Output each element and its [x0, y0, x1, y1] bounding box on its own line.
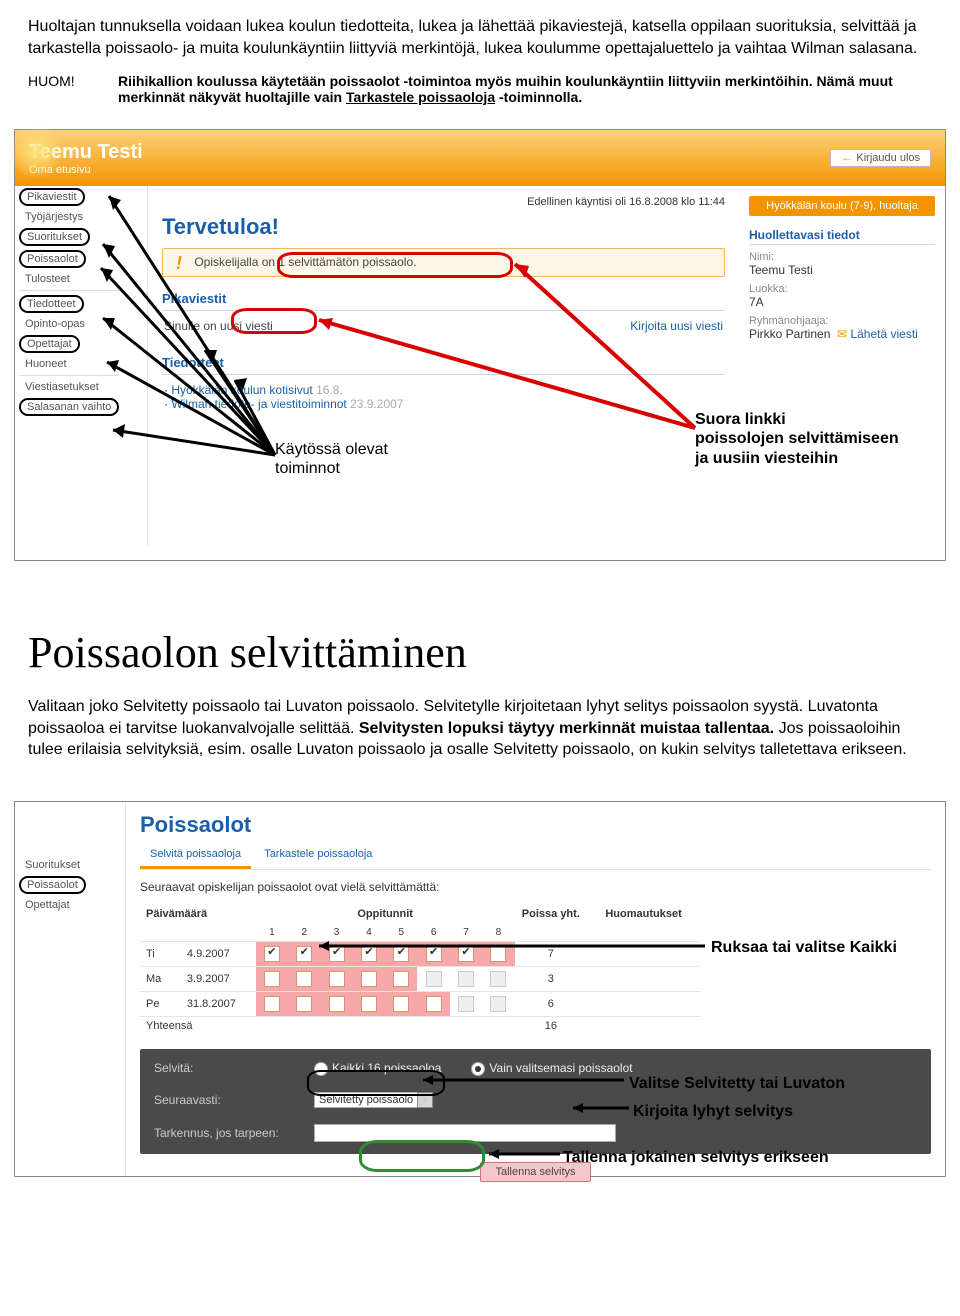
student-name: Teemu Testi — [749, 263, 935, 277]
lesson-checkbox[interactable] — [256, 966, 288, 991]
poissaolo-paragraph: Valitaan joko Selvitetty poissaolo tai L… — [28, 696, 932, 761]
h1-poissaolo: Poissaolon selvittäminen — [28, 627, 932, 678]
screenshot-poissaolot: Poissaolot Selvitä poissaoloja Tarkastel… — [14, 801, 946, 1177]
student-class: 7A — [749, 295, 935, 309]
tab-tarkastele[interactable]: Tarkastele poissaoloja — [254, 842, 382, 866]
lesson-checkbox[interactable] — [256, 991, 288, 1016]
lesson-checkbox — [482, 966, 514, 991]
sidebar-item[interactable]: Poissaolot — [19, 250, 86, 268]
annotation-text: Ruksaa tai valitse Kaikki — [711, 938, 897, 957]
lesson-checkbox[interactable] — [320, 991, 352, 1016]
lesson-checkbox[interactable] — [385, 991, 417, 1016]
lessons-table: Päivämäärä Oppitunnit Poissa yht. Huomau… — [140, 904, 700, 1035]
school-badge: Hyökkälän koulu (7-9), huoltaja — [749, 196, 935, 216]
tabs: Selvitä poissaoloja Tarkastele poissaolo… — [126, 842, 945, 869]
lesson-checkbox[interactable] — [353, 966, 385, 991]
sidebar-item[interactable]: Työjärjestys — [19, 210, 89, 224]
label-tarkennus: Tarkennus, jos tarpeen: — [154, 1126, 314, 1140]
intro-paragraph: Huoltajan tunnuksella voidaan lukea koul… — [28, 16, 932, 59]
sidebox-title: Huollettavasi tiedot — [749, 226, 935, 245]
lesson-checkbox[interactable] — [256, 941, 288, 966]
sidebar-item[interactable]: Pikaviestit — [19, 188, 85, 206]
annotation-arrow — [315, 258, 715, 448]
page-title: Poissaolot — [126, 802, 945, 842]
teacher-name: Pirkko Partinen ✉ Lähetä viesti — [749, 327, 935, 341]
send-message-link[interactable]: Lähetä viesti — [850, 327, 917, 341]
sidebar-item[interactable]: Suoritukset — [19, 228, 90, 246]
sidebar-item[interactable]: Opettajat — [19, 335, 80, 353]
annotation-arrow — [485, 1144, 565, 1164]
sidebar-item[interactable]: Tiedotteet — [19, 295, 84, 313]
mail-icon: ✉ — [837, 327, 847, 341]
lesson-checkbox[interactable] — [385, 966, 417, 991]
form-panel: Selvitä: Kaikki 16 poissaoloa Vain valit… — [140, 1049, 931, 1154]
sidebar-item[interactable]: Opinto-opas — [19, 317, 91, 331]
annotation-text: Tallenna jokainen selvitys erikseen — [563, 1148, 829, 1167]
lesson-checkbox[interactable] — [288, 966, 320, 991]
logout-button[interactable]: Kirjaudu ulos — [830, 149, 931, 167]
huom-label: HUOM! — [28, 73, 118, 105]
sidebar-item[interactable]: Tulosteet — [19, 272, 76, 286]
label-seuraavasti: Seuraavasti: — [154, 1093, 314, 1107]
sidebar-item[interactable]: Huoneet — [19, 357, 73, 371]
lesson-checkbox[interactable] — [320, 966, 352, 991]
annotation-arrow — [85, 190, 305, 490]
lesson-checkbox — [450, 991, 482, 1016]
lesson-checkbox[interactable] — [417, 991, 449, 1016]
sidebar-item[interactable]: Poissaolot — [19, 876, 86, 894]
annotation-arrow — [315, 932, 715, 962]
annotation-arrow — [569, 1098, 639, 1118]
sidebar-item[interactable]: Opettajat — [19, 898, 76, 912]
sidebar-nav: Suoritukset Poissaolot Opettajat — [19, 858, 86, 916]
tab-selvita[interactable]: Selvitä poissaoloja — [140, 842, 251, 869]
star-icon — [9, 124, 65, 180]
lesson-checkbox — [482, 991, 514, 1016]
annotation-text: Valitse Selvitetty tai Luvaton — [629, 1074, 845, 1093]
annotation-oval — [307, 1070, 445, 1096]
label-selvita: Selvitä: — [154, 1061, 314, 1075]
annotation-text: Suora linkki poissolojen selvittämiseen … — [695, 410, 899, 468]
lesson-checkbox — [417, 966, 449, 991]
intro-text: Seuraavat opiskelijan poissaolot ovat vi… — [140, 880, 931, 894]
header-banner: Teemu Testi Oma etusivu Kirjaudu ulos — [15, 130, 945, 186]
lesson-checkbox — [450, 966, 482, 991]
annotation-oval — [359, 1140, 485, 1172]
annotation-arrow — [419, 1070, 629, 1090]
lesson-checkbox[interactable] — [288, 991, 320, 1016]
annotation-text: Kirjoita lyhyt selvitys — [633, 1102, 793, 1121]
sidebar-item[interactable]: Suoritukset — [19, 858, 86, 872]
lesson-checkbox[interactable] — [353, 991, 385, 1016]
screenshot-tervetuloa: Teemu Testi Oma etusivu Kirjaudu ulos Ed… — [14, 129, 946, 561]
huom-text: Riihikallion koulussa käytetään poissaol… — [118, 73, 932, 105]
